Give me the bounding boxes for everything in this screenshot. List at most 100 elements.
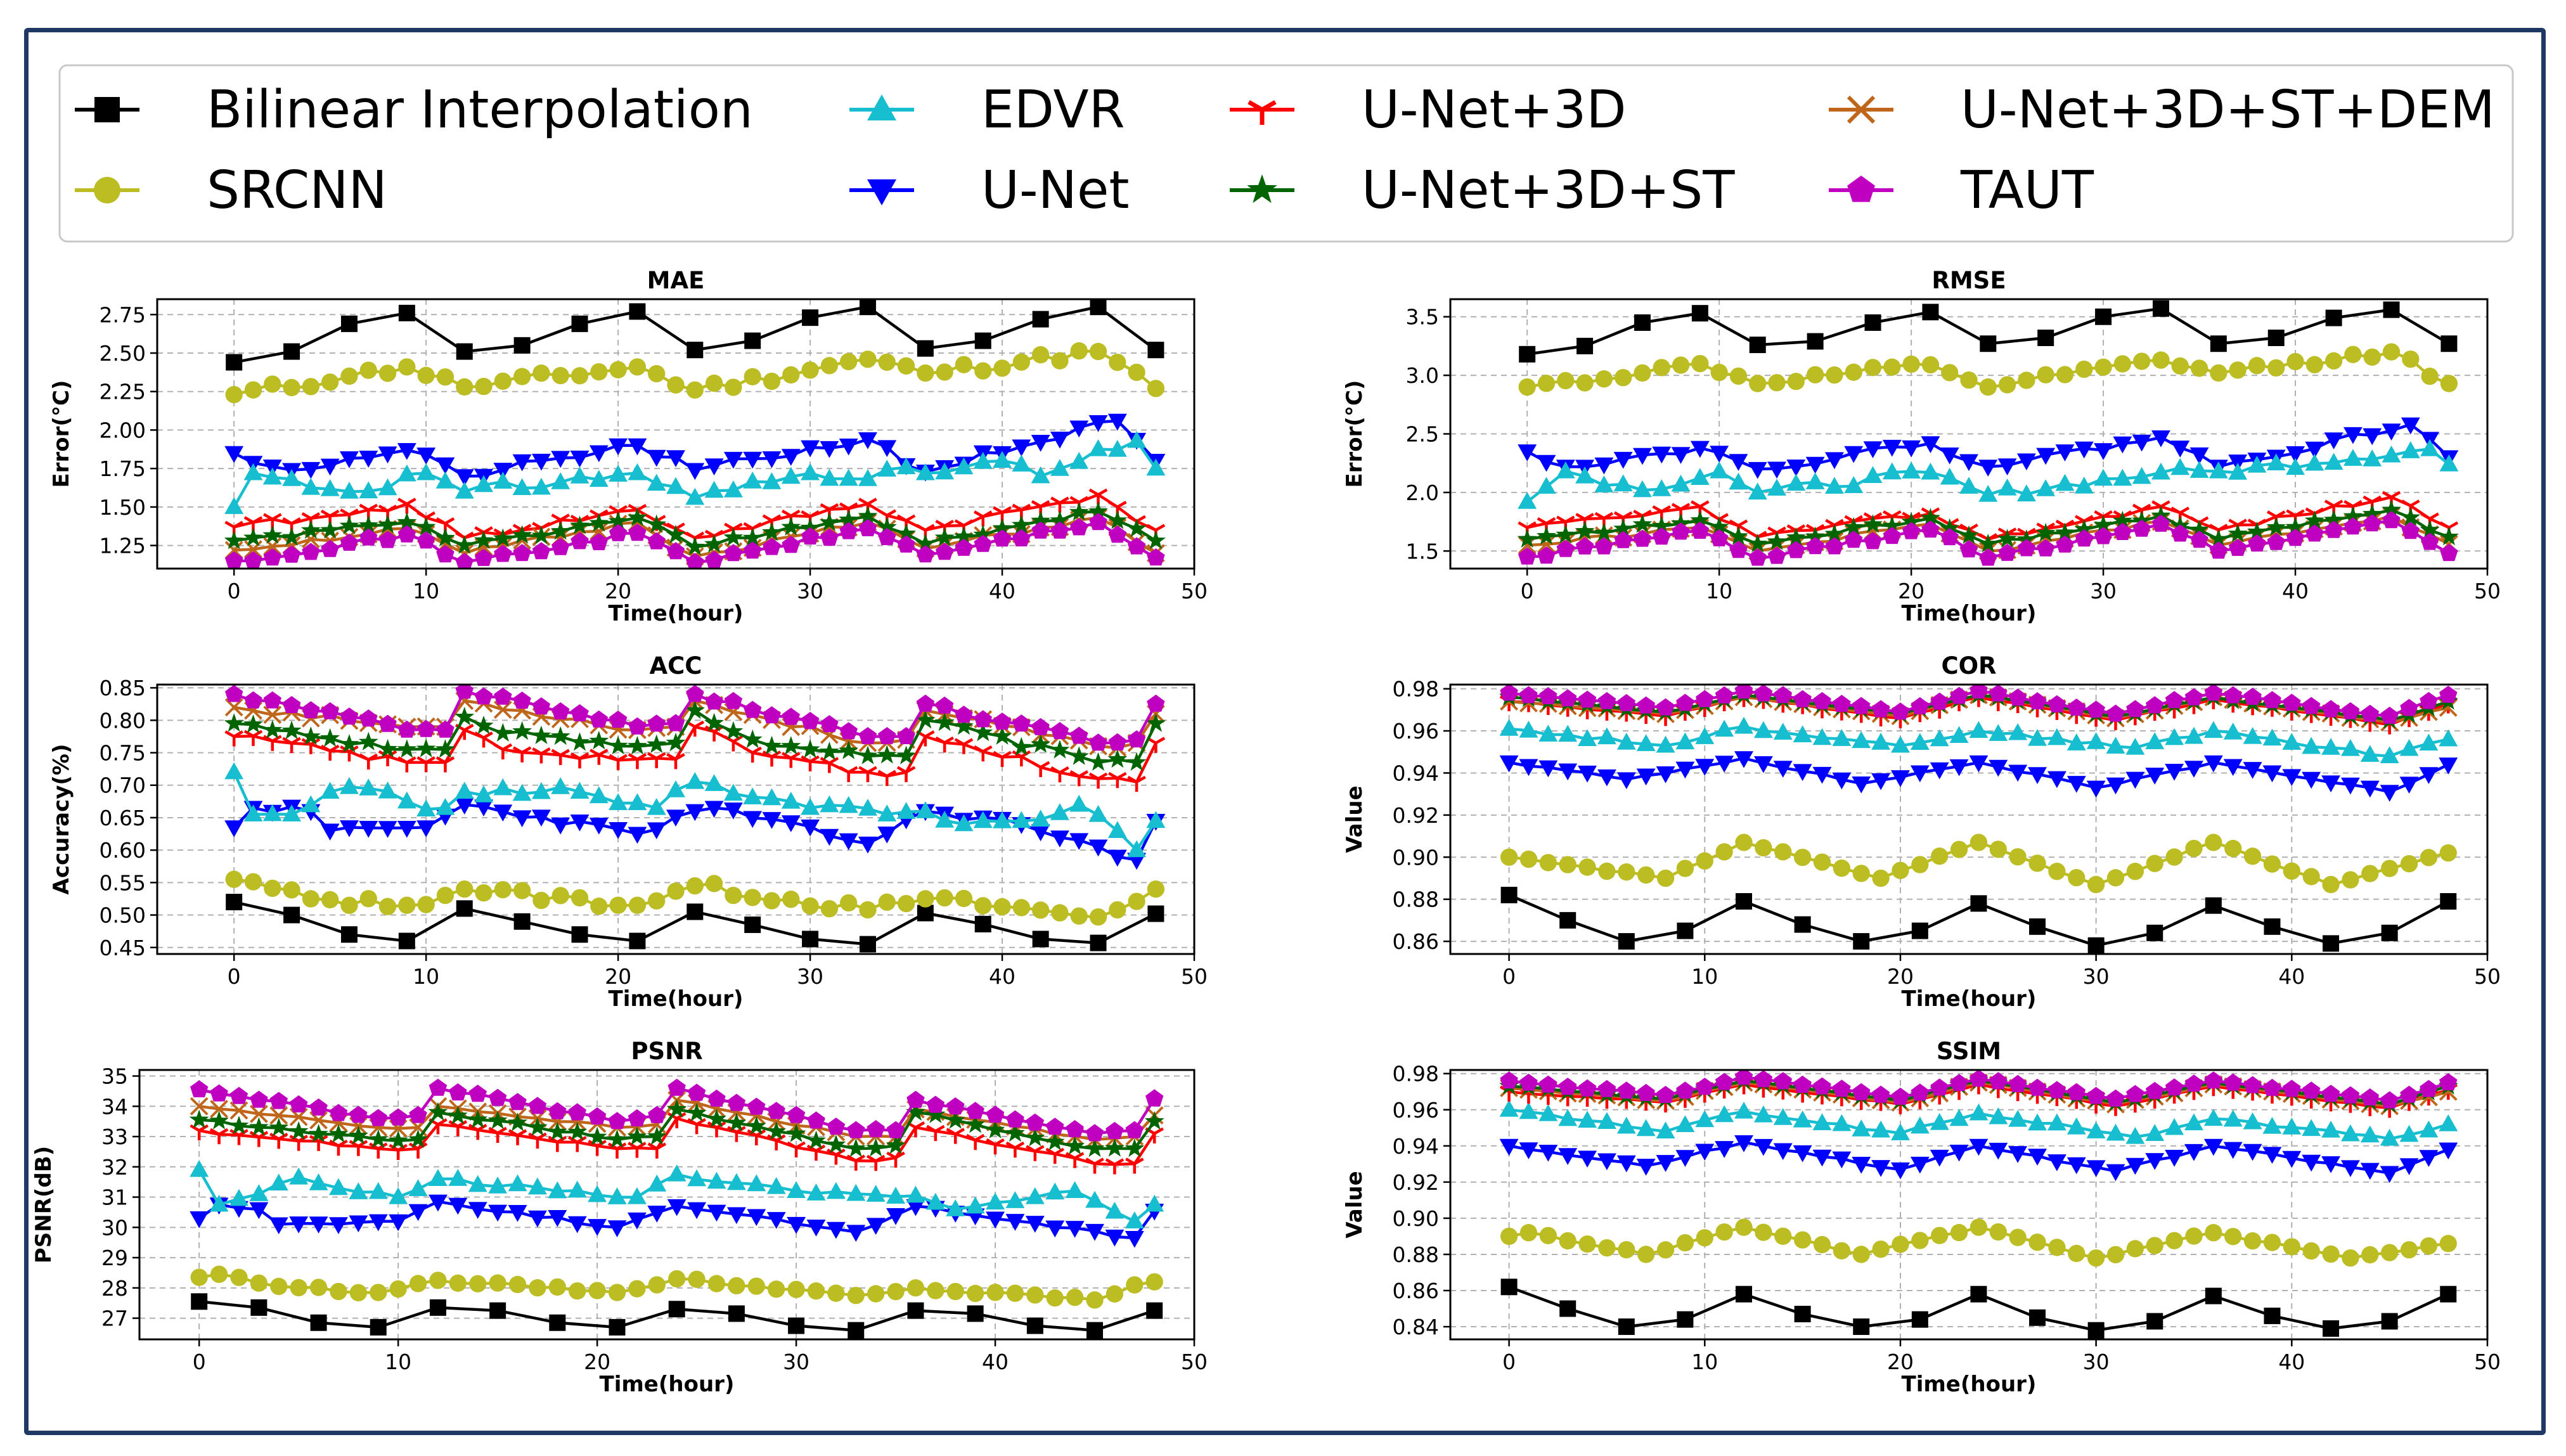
data-point-shape: [686, 685, 704, 702]
data-point-shape: [1911, 1083, 1929, 1101]
data-point-shape: [2440, 375, 2458, 392]
data-point-shape: [1729, 526, 1748, 545]
data-point: [2342, 871, 2359, 889]
data-point: [954, 526, 974, 545]
data-point: [2125, 771, 2145, 789]
data-point-shape: [886, 1151, 905, 1168]
series-taut: [1518, 511, 2458, 566]
data-point-shape: [1108, 733, 1126, 751]
data-point: [2247, 455, 2267, 473]
data-point-shape: [417, 366, 435, 384]
data-point: [1950, 841, 1968, 858]
data-point: [340, 896, 358, 914]
data-point: [1088, 805, 1108, 822]
data-point-shape: [2106, 1246, 2125, 1264]
data-point: [1637, 1246, 1655, 1263]
data-point: [1969, 1103, 1989, 1121]
data-point-shape: [2400, 1085, 2418, 1103]
data-point-shape: [1921, 520, 1940, 538]
data-point-shape: [468, 1085, 487, 1102]
data-point: [2305, 441, 2324, 459]
data-point-shape: [416, 820, 436, 837]
data-point: [1812, 1149, 1832, 1167]
data-point-shape: [2067, 1083, 2086, 1100]
data-point: [1949, 1144, 1969, 1162]
data-point-shape: [1519, 759, 1538, 776]
data-point: [927, 1282, 945, 1299]
data-point: [743, 811, 763, 828]
data-point: [762, 750, 782, 767]
data-point: [551, 887, 569, 905]
data-point: [686, 877, 704, 895]
data-point: [190, 1159, 209, 1177]
data-point: [590, 898, 608, 915]
data-point-shape: [896, 457, 916, 475]
data-point: [488, 1176, 508, 1194]
data-point: [704, 534, 724, 553]
data-point: [877, 770, 897, 786]
data-point: [300, 520, 321, 539]
data-point: [1519, 686, 1538, 704]
data-point-shape: [487, 1110, 508, 1130]
data-point: [2205, 834, 2222, 851]
data-point-shape: [1656, 869, 1675, 887]
data-point: [992, 726, 1012, 745]
data-point: [723, 721, 744, 740]
data-point-shape: [1107, 440, 1127, 457]
data-point-shape: [508, 1174, 527, 1192]
data-point: [436, 368, 455, 386]
legend-marker: [867, 179, 896, 205]
data-point: [858, 727, 877, 744]
data-point-shape: [1559, 912, 1576, 929]
data-point: [229, 1129, 248, 1145]
data-point: [2302, 737, 2321, 754]
data-point-shape: [1128, 363, 1145, 382]
data-point-shape: [2037, 539, 2055, 557]
data-point-shape: [512, 454, 532, 472]
data-point: [1997, 478, 2017, 496]
data-point: [1066, 1120, 1084, 1138]
data-point-shape: [2205, 834, 2222, 851]
data-point: [1677, 1311, 1694, 1328]
data-point-shape: [2087, 700, 2105, 718]
data-point: [1911, 697, 1929, 714]
data-point: [840, 352, 858, 371]
data-point: [2324, 510, 2344, 529]
data-point-shape: [226, 894, 243, 911]
data-point: [886, 1187, 906, 1204]
data-point-shape: [666, 809, 685, 827]
data-point: [489, 1274, 506, 1292]
data-point: [1026, 1145, 1045, 1161]
data-point-shape: [608, 511, 628, 530]
data-point: [2243, 727, 2262, 744]
data-point-shape: [2146, 1081, 2164, 1099]
data-point: [1677, 922, 1694, 939]
data-point-shape: [512, 783, 532, 801]
data-point: [282, 545, 301, 563]
data-point: [349, 1140, 368, 1156]
data-point: [973, 524, 993, 544]
data-point: [269, 1132, 288, 1149]
data-point-shape: [1050, 521, 1069, 539]
data-point: [685, 536, 705, 556]
data-point: [786, 1123, 806, 1142]
data-point: [531, 453, 551, 471]
data-point: [667, 376, 685, 394]
data-point: [2184, 726, 2203, 744]
data-point: [1940, 518, 1960, 537]
data-point-shape: [1518, 444, 1537, 461]
data-point: [1559, 689, 1577, 707]
data-point-shape: [474, 785, 493, 802]
data-point: [2360, 1125, 2380, 1143]
data-point-shape: [243, 714, 263, 733]
data-point-shape: [1959, 454, 1978, 472]
data-point-shape: [1676, 693, 1694, 711]
data-point: [359, 753, 378, 770]
data-point: [954, 716, 974, 735]
data-point: [1892, 861, 1909, 879]
data-point: [1864, 314, 1881, 331]
data-point-shape: [224, 446, 244, 463]
data-point: [225, 870, 243, 888]
data-point: [1989, 1223, 2007, 1241]
data-point: [1031, 466, 1050, 484]
